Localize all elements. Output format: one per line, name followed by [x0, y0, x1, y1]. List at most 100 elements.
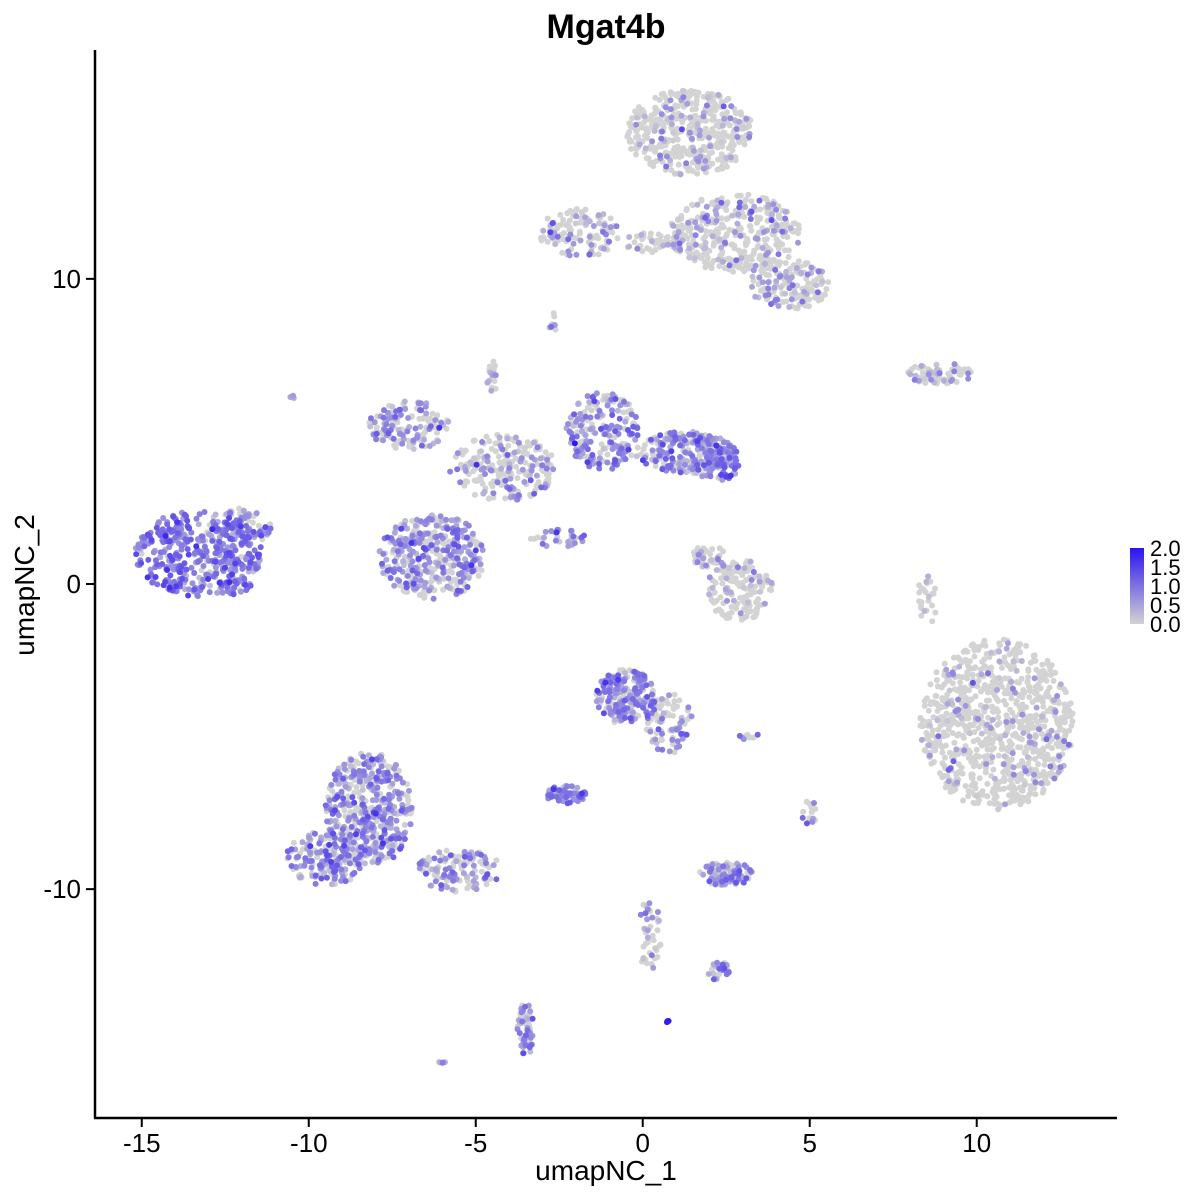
scatter-point	[801, 288, 808, 295]
scatter-point	[970, 780, 977, 787]
scatter-point	[432, 866, 439, 873]
scatter-point	[433, 522, 440, 529]
scatter-point	[934, 717, 941, 724]
scatter-point	[659, 715, 665, 722]
scatter-point	[748, 577, 755, 583]
scatter-point	[998, 683, 1005, 690]
scatter-point	[470, 877, 477, 884]
scatter-point	[417, 400, 424, 407]
scatter-point	[736, 139, 743, 145]
scatter-point	[991, 775, 998, 782]
scatter-point	[1001, 697, 1007, 704]
scatter-point	[1018, 658, 1025, 664]
scatter-point	[443, 847, 450, 854]
scatter-point	[244, 528, 251, 535]
scatter-point	[627, 120, 634, 127]
scatter-point	[333, 823, 340, 830]
scatter-point	[1010, 764, 1017, 771]
scatter-point	[1030, 658, 1037, 664]
scatter-point	[201, 509, 208, 515]
scatter-point	[479, 439, 486, 445]
scatter-point	[719, 111, 726, 118]
scatter-point	[692, 219, 699, 226]
scatter-point	[677, 246, 684, 253]
scatter-point	[734, 564, 741, 571]
scatter-point	[692, 241, 699, 248]
scatter-point	[985, 714, 992, 721]
scatter-point	[652, 148, 658, 155]
scatter-point	[253, 510, 260, 517]
scatter-point	[595, 704, 602, 711]
scatter-point	[737, 192, 744, 199]
scatter-point	[1026, 713, 1033, 720]
scatter-point	[988, 649, 995, 656]
scatter-point	[672, 170, 678, 177]
scatter-point	[552, 537, 559, 544]
scatter-point	[1039, 713, 1046, 720]
scatter-point	[664, 234, 671, 241]
scatter-point	[1021, 781, 1028, 788]
scatter-point	[729, 139, 736, 145]
scatter-point	[396, 577, 403, 584]
scatter-point	[369, 833, 376, 840]
scatter-point	[667, 97, 674, 104]
scatter-point	[1017, 649, 1024, 656]
scatter-point	[928, 376, 935, 383]
scatter-point	[372, 849, 379, 856]
scatter-point	[514, 475, 521, 481]
scatter-point	[359, 795, 366, 802]
scatter-point	[763, 251, 769, 258]
scatter-point	[1061, 719, 1068, 726]
scatter-point	[721, 115, 728, 122]
scatter-point	[934, 683, 941, 690]
scatter-point	[566, 252, 573, 259]
scatter-point	[973, 793, 980, 799]
scatter-point	[918, 736, 925, 743]
scatter-point	[720, 863, 727, 870]
scatter-point	[1041, 693, 1048, 700]
scatter-point	[648, 238, 655, 245]
scatter-point	[249, 519, 256, 526]
scatter-point	[604, 459, 611, 466]
scatter-point	[726, 262, 733, 269]
scatter-point	[469, 530, 476, 537]
scatter-point	[1000, 761, 1007, 768]
scatter-point	[407, 821, 414, 828]
scatter-point	[772, 266, 779, 273]
scatter-point	[512, 455, 519, 462]
scatter-point	[626, 243, 633, 250]
scatter-point	[671, 749, 678, 756]
scatter-point	[671, 698, 678, 705]
scatter-point	[529, 463, 536, 470]
scatter-point	[453, 858, 460, 865]
scatter-point	[1047, 763, 1054, 770]
scatter-point	[747, 867, 753, 873]
scatter-point	[791, 289, 798, 296]
scatter-point	[931, 759, 937, 765]
scatter-point	[601, 222, 608, 229]
scatter-point	[351, 771, 358, 778]
scatter-point	[793, 265, 800, 272]
scatter-point	[657, 152, 663, 159]
scatter-point	[301, 862, 308, 869]
scatter-point	[755, 601, 761, 608]
scatter-point	[720, 258, 726, 265]
scatter-point	[454, 450, 461, 457]
scatter-point	[734, 134, 741, 140]
scatter-point	[537, 455, 544, 462]
scatter-point	[1051, 697, 1057, 704]
scatter-point	[1032, 756, 1038, 762]
scatter-point	[577, 410, 584, 417]
scatter-point	[749, 283, 755, 290]
scatter-point	[717, 134, 724, 140]
scatter-point	[339, 826, 346, 833]
scatter-point	[155, 519, 162, 526]
scatter-point	[533, 472, 540, 479]
scatter-point	[480, 490, 487, 497]
scatter-point	[652, 463, 659, 470]
scatter-point	[462, 468, 469, 474]
scatter-point	[925, 742, 932, 749]
scatter-point	[477, 561, 484, 568]
scatter-point	[201, 543, 208, 550]
scatter-point	[501, 458, 508, 465]
